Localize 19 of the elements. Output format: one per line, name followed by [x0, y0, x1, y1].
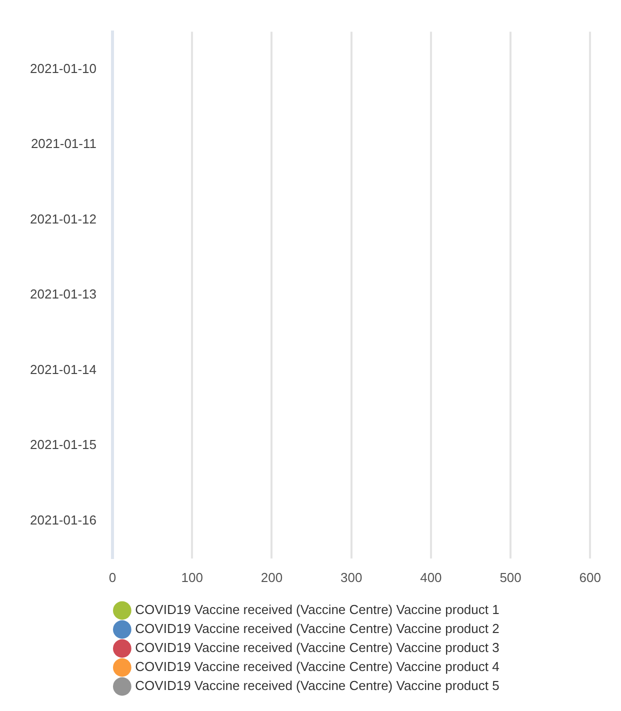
y-tick-label: 2021-01-11: [30, 136, 96, 152]
x-tick-label: 600: [579, 570, 602, 585]
x-tick-label: 100: [181, 570, 203, 585]
legend-label: COVID19 Vaccine received (Vaccine Centre) Vaccine product 4: [135, 659, 500, 674]
y-tick-label: 2021-01-16: [30, 512, 96, 528]
x-tick-label: 200: [260, 570, 283, 585]
y-tick-label: 2021-01-12: [30, 211, 96, 226]
x-tick-label: 500: [500, 570, 522, 585]
y-tick-label: 2021-01-13: [30, 286, 96, 302]
legend-label: COVID19 Vaccine received (Vaccine Centre) Vaccine product 1: [135, 602, 500, 618]
x-tick-label: 300: [340, 570, 362, 585]
y-tick-label: 2021-01-10: [30, 60, 96, 76]
legend-label: COVID19 Vaccine received (Vaccine Centre) Vaccine product 2: [135, 621, 500, 636]
legend-label: COVID19 Vaccine received (Vaccine Centre) Vaccine product 5: [135, 678, 500, 694]
x-tick-label: 400: [420, 570, 442, 585]
y-tick-label: 2021-01-15: [30, 437, 96, 452]
legend-label: COVID19 Vaccine received (Vaccine Centre) Vaccine product 3: [135, 640, 500, 656]
y-tick-label: 2021-01-14: [30, 362, 96, 377]
x-tick-label: 0: [108, 570, 116, 585]
